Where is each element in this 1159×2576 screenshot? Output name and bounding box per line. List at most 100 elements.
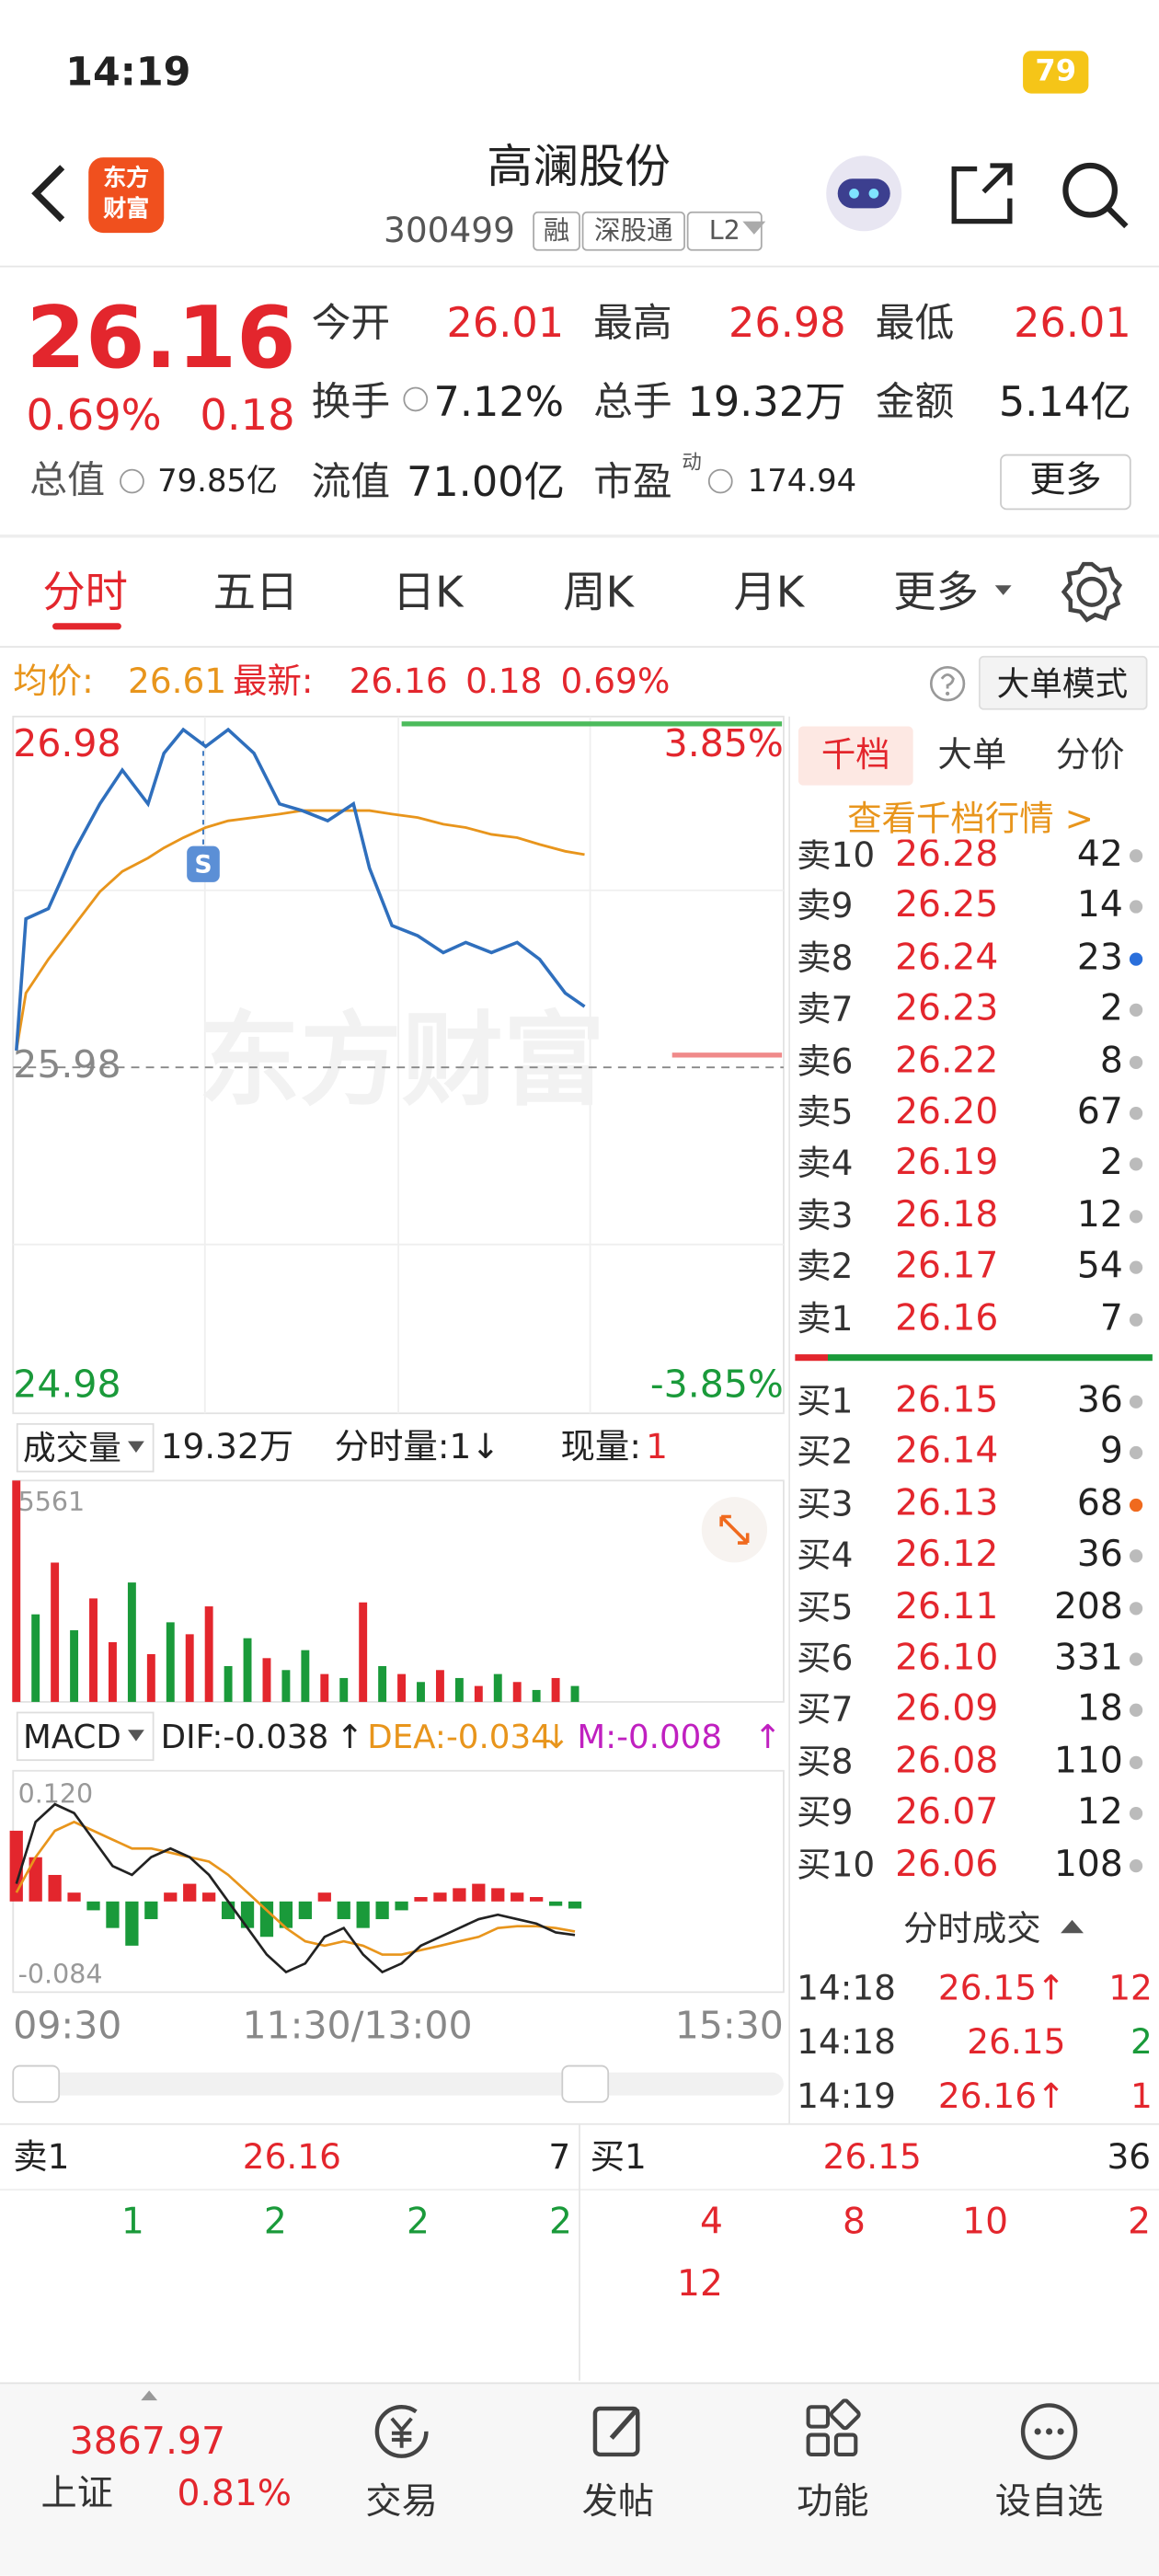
- queue-order: 2: [549, 2202, 572, 2244]
- book-level: 买6: [797, 1639, 854, 1679]
- book-volume: 2: [1099, 1143, 1123, 1185]
- nav-icon[interactable]: [369, 2398, 434, 2464]
- trade-marker: [187, 845, 220, 882]
- book-level: 买5: [797, 1587, 854, 1627]
- more-button-text[interactable]: 更多: [1029, 460, 1102, 502]
- book-level: 买3: [797, 1484, 854, 1524]
- book-level: 买9: [797, 1793, 854, 1833]
- book-level: 买1: [797, 1381, 854, 1421]
- stat-value: 79.85亿: [157, 463, 278, 500]
- book-level: 卖7: [797, 989, 854, 1029]
- macd-bar: [86, 1901, 100, 1911]
- book-dot: [1129, 952, 1143, 966]
- stat-value: 174.94: [747, 463, 857, 500]
- nav-label[interactable]: 发帖: [581, 2482, 655, 2524]
- book-dot: [1129, 1652, 1143, 1666]
- stat-value: 5.14亿: [998, 377, 1131, 426]
- nav-icon[interactable]: [800, 2398, 866, 2464]
- book-volume: 67: [1076, 1091, 1123, 1133]
- book-dot: [1129, 1755, 1143, 1769]
- volume-bar: [532, 1689, 541, 1702]
- macd-bar: [395, 1901, 408, 1911]
- book-dot: [1129, 849, 1143, 863]
- chart-tab[interactable]: 日K: [392, 569, 464, 618]
- volume-bar: [127, 1582, 136, 1702]
- macd-bottom-label: -0.084: [18, 1960, 103, 1990]
- chart-tab[interactable]: 分时: [42, 569, 129, 618]
- book-volume: 208: [1053, 1586, 1123, 1627]
- stock-tag: [581, 211, 685, 251]
- indicator-select[interactable]: [16, 1422, 155, 1473]
- info-icon: [120, 468, 144, 494]
- nav-label[interactable]: 设自选: [994, 2482, 1104, 2524]
- more-button[interactable]: [1000, 454, 1131, 511]
- chart-tab[interactable]: 月K: [733, 569, 805, 618]
- stat-label: 市盈: [593, 459, 672, 505]
- depth-bar: [671, 1052, 783, 1058]
- avg-label: 均价:: [13, 661, 94, 701]
- book-tab[interactable]: 分价: [1055, 735, 1125, 776]
- book-volume: 36: [1076, 1380, 1123, 1422]
- book-volume: 14: [1076, 886, 1123, 927]
- volume-bar: [12, 1480, 21, 1702]
- macd-bar: [568, 1901, 582, 1909]
- index-value[interactable]: 3867.97: [69, 2421, 226, 2464]
- nav-icon[interactable]: [585, 2398, 650, 2464]
- share-icon[interactable]: [947, 159, 1019, 228]
- macd-frame: [12, 1769, 785, 1994]
- scrollbar-track: [13, 2072, 784, 2096]
- stat-value: 19.32万: [687, 377, 846, 426]
- stock-code: 300499: [384, 211, 515, 250]
- macd-bar: [472, 1883, 486, 1902]
- nav-label[interactable]: 功能: [797, 2482, 869, 2524]
- book-tab[interactable]: 大单: [937, 735, 1007, 776]
- index-name[interactable]: 上证: [40, 2474, 113, 2515]
- book-link[interactable]: 查看千档行情 >: [847, 799, 1094, 839]
- chart-tab[interactable]: 更多: [893, 569, 979, 618]
- book-volume: 68: [1076, 1483, 1123, 1525]
- back-button[interactable]: [23, 161, 72, 226]
- book-price: 26.25: [895, 886, 999, 927]
- divider: [579, 2122, 580, 2381]
- trade-time: 14:18: [797, 1968, 897, 2008]
- change-pct: 0.69%: [26, 391, 162, 442]
- volume-bar: [512, 1682, 522, 1702]
- nav-label[interactable]: 交易: [365, 2482, 438, 2524]
- book-price: 26.17: [895, 1246, 999, 1288]
- queue-order: 10: [962, 2202, 1009, 2244]
- info-icon: [403, 386, 429, 412]
- volume-bar: [378, 1665, 387, 1702]
- queue-label: 买1: [590, 2137, 647, 2177]
- stat-label: 最低: [875, 300, 955, 347]
- volume-bar: [417, 1682, 425, 1702]
- latest-change: 0.18: [465, 661, 543, 701]
- index-pct[interactable]: 0.81%: [177, 2474, 293, 2515]
- divider: [0, 534, 1159, 538]
- book-tab[interactable]: 千档: [820, 735, 890, 776]
- mode-button[interactable]: [978, 655, 1148, 710]
- time-label: 09:30: [13, 2004, 121, 2048]
- book-level: 卖10: [797, 839, 876, 875]
- help-icon[interactable]: [928, 664, 968, 704]
- divider: [788, 716, 791, 2123]
- assistant-icon[interactable]: [823, 153, 905, 235]
- mode-button-text[interactable]: 大单模式: [996, 663, 1129, 704]
- nav-icon[interactable]: [1016, 2398, 1082, 2464]
- trade-price: 26.15↑: [937, 1968, 1066, 2008]
- search-icon[interactable]: [1058, 157, 1133, 233]
- nav-indicator: [141, 2390, 158, 2401]
- indicator-name[interactable]: MACD: [22, 1716, 121, 1756]
- indicator-select[interactable]: [16, 1711, 155, 1762]
- dea-arrow: ↓: [542, 1716, 570, 1756]
- book-dot: [1129, 1704, 1143, 1718]
- macd-bar: [548, 1901, 563, 1906]
- queue-volume: 36: [1107, 2137, 1152, 2177]
- book-price: 26.10: [895, 1638, 999, 1679]
- app-logo: 东方 财富: [88, 157, 165, 234]
- volume-bar: [454, 1677, 464, 1702]
- indicator-name[interactable]: 成交量: [22, 1428, 121, 1468]
- chart-tab[interactable]: 五日: [212, 569, 299, 618]
- book-tab-active: [798, 726, 913, 786]
- settings-icon[interactable]: [1059, 559, 1124, 625]
- chart-tab[interactable]: 周K: [563, 569, 634, 618]
